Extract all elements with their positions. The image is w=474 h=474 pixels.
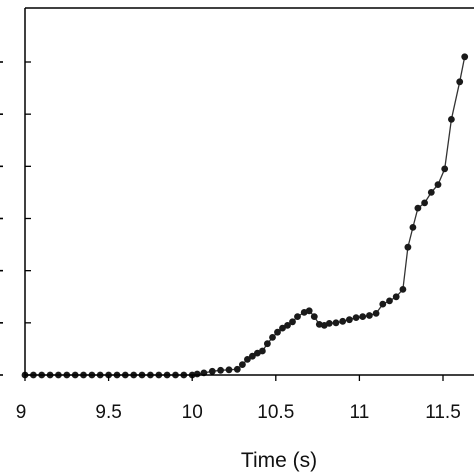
data-point-58 — [414, 204, 422, 212]
data-point-27 — [239, 361, 246, 368]
x-tick-label-4: 11 — [350, 402, 370, 423]
x-tick-label-0: 9 — [16, 402, 27, 423]
data-point-62 — [441, 165, 449, 173]
data-point-49 — [359, 313, 367, 320]
data-point-41 — [310, 313, 318, 320]
data-point-59 — [421, 199, 428, 207]
x-tick-label-1: 9.5 — [95, 402, 121, 423]
data-point-46 — [339, 317, 347, 325]
data-point-50 — [366, 312, 373, 319]
data-point-61 — [434, 181, 442, 189]
data-point-65 — [461, 53, 469, 61]
data-point-37 — [289, 318, 296, 326]
data-point-64 — [456, 78, 464, 86]
data-point-40 — [305, 307, 313, 315]
data-point-35 — [279, 324, 286, 332]
data-point-25 — [225, 366, 233, 374]
data-point-51 — [372, 310, 380, 317]
data-point-57 — [409, 224, 417, 231]
x-tick-label-2: 10 — [182, 402, 203, 423]
data-point-34 — [274, 328, 281, 336]
data-point-53 — [386, 297, 393, 305]
data-point-24 — [217, 366, 225, 374]
data-point-38 — [294, 313, 301, 320]
data-point-44 — [325, 320, 333, 327]
data-point-63 — [448, 116, 455, 123]
data-point-26 — [233, 365, 241, 373]
data-point-36 — [284, 322, 291, 329]
data-point-48 — [352, 314, 360, 321]
y-axis-ticks — [0, 61, 31, 376]
data-point-23 — [208, 367, 216, 375]
x-tick-label-5: 11.5 — [425, 402, 461, 423]
data-point-54 — [392, 293, 400, 301]
data-point-60 — [427, 189, 435, 196]
data-point-28 — [244, 356, 251, 363]
data-point-33 — [269, 334, 276, 341]
plot-area — [21, 53, 469, 379]
data-point-45 — [332, 319, 340, 327]
data-point-21 — [193, 370, 201, 378]
data-point-32 — [264, 340, 271, 348]
series-line — [25, 56, 466, 376]
data-point-29 — [249, 352, 256, 360]
data-point-47 — [346, 316, 353, 324]
data-point-55 — [399, 286, 407, 293]
x-tick-label-3: 10.5 — [257, 402, 294, 423]
data-point-52 — [379, 300, 387, 308]
x-axis-ticks: 9 9.5 10 10.5 11 11.5 — [16, 375, 461, 423]
x-axis-title: Time (s) — [241, 449, 317, 472]
axes — [24, 7, 474, 376]
data-point-56 — [404, 243, 412, 251]
data-point-31 — [259, 347, 266, 355]
